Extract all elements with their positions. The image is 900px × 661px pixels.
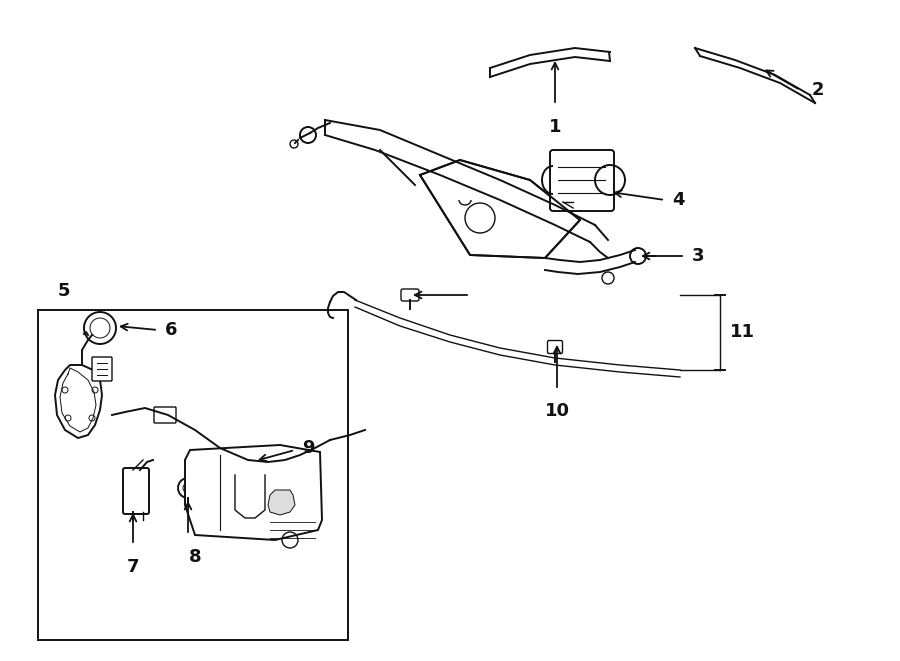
Bar (38, 310, 348, 640)
Text: 3: 3 (692, 247, 705, 265)
Polygon shape (268, 490, 295, 515)
Text: 11: 11 (730, 323, 755, 341)
Text: 8: 8 (189, 548, 202, 566)
FancyBboxPatch shape (550, 150, 614, 211)
Text: 6: 6 (165, 321, 177, 339)
Text: 5: 5 (58, 282, 70, 300)
FancyBboxPatch shape (92, 357, 112, 381)
Text: 10: 10 (544, 402, 570, 420)
Polygon shape (185, 445, 322, 540)
FancyBboxPatch shape (401, 289, 419, 301)
Text: 9: 9 (302, 439, 314, 457)
Polygon shape (55, 365, 102, 438)
FancyBboxPatch shape (154, 407, 176, 423)
Text: 2: 2 (812, 81, 824, 99)
FancyBboxPatch shape (547, 340, 562, 354)
Text: 7: 7 (127, 558, 140, 576)
Text: 4: 4 (672, 191, 685, 209)
FancyBboxPatch shape (123, 468, 149, 514)
Text: 1: 1 (549, 118, 562, 136)
Polygon shape (420, 160, 580, 258)
